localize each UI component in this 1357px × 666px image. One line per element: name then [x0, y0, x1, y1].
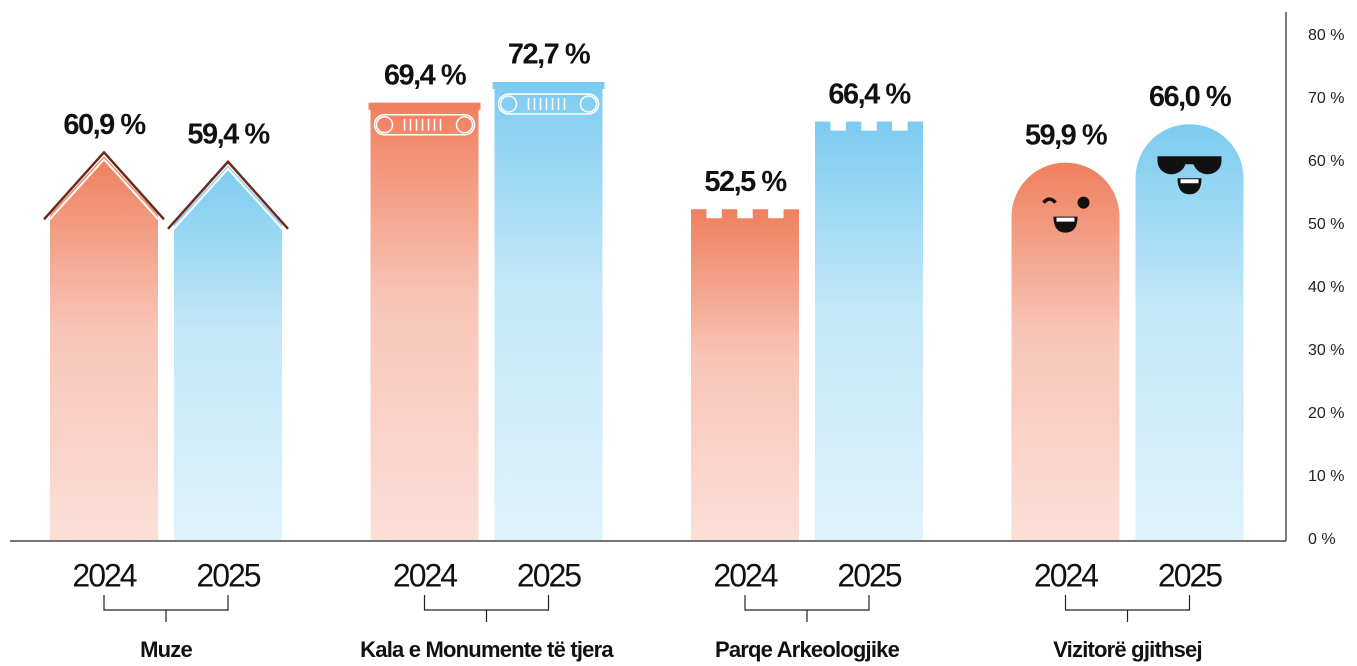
value-label: 59,9 % — [1025, 119, 1108, 151]
year-label: 2024 — [393, 557, 457, 593]
wink — [1042, 197, 1057, 204]
bar — [494, 81, 603, 541]
year-label: 2025 — [517, 557, 581, 593]
bracket — [423, 595, 550, 622]
value-label: 52,5 % — [704, 166, 787, 198]
value-label: 66,0 % — [1149, 81, 1232, 113]
teeth — [1180, 179, 1199, 184]
bracket — [103, 595, 229, 622]
capital-slab — [368, 102, 481, 110]
year-label: 2025 — [196, 557, 260, 593]
roof-outline — [43, 150, 165, 221]
value-label: 59,4 % — [187, 118, 270, 150]
roof-trim — [46, 157, 162, 224]
capital-band — [373, 114, 476, 136]
y-tick-label: 50 % — [1308, 216, 1344, 233]
year-label: 2025 — [1158, 557, 1222, 593]
y-tick-label: 20 % — [1308, 405, 1344, 422]
value-label: 72,7 % — [508, 39, 591, 71]
capital-band — [497, 93, 600, 115]
year-label: 2024 — [72, 557, 136, 593]
bar — [50, 156, 158, 540]
bracket — [744, 595, 870, 622]
y-tick-label: 10 % — [1308, 468, 1344, 485]
year-label: 2024 — [1034, 557, 1098, 593]
category-label: Muze — [140, 637, 192, 662]
y-tick-label: 80 % — [1308, 27, 1344, 44]
y-tick-label: 40 % — [1308, 279, 1344, 296]
volute — [499, 95, 518, 113]
volute — [455, 116, 474, 134]
year-label: 2024 — [713, 557, 777, 593]
y-tick-label: 60 % — [1308, 153, 1344, 170]
bar — [1011, 162, 1120, 540]
roof-outline — [167, 159, 289, 230]
year-label: 2025 — [837, 557, 901, 593]
y-tick-label: 70 % — [1308, 90, 1344, 107]
value-label: 69,4 % — [384, 59, 467, 91]
value-label: 60,9 % — [63, 109, 146, 141]
teeth — [1056, 217, 1075, 222]
category-label: Kala e Monumente të tjera — [360, 637, 614, 662]
bar — [370, 102, 479, 540]
volute — [375, 116, 394, 134]
bar — [174, 165, 282, 540]
roof-trim — [170, 167, 286, 233]
y-tick-label: 0 % — [1308, 531, 1336, 548]
bar — [691, 209, 799, 540]
bracket — [1064, 595, 1191, 622]
bar — [1135, 124, 1244, 540]
value-label: 66,4 % — [828, 78, 911, 110]
y-tick-label: 30 % — [1308, 342, 1344, 359]
category-label: Vizitorë gjithsej — [1053, 637, 1202, 662]
category-label: Parqe Arkeologjike — [715, 637, 900, 662]
sunglasses — [1157, 156, 1222, 175]
bar — [815, 121, 923, 541]
eye — [1077, 196, 1090, 209]
volute — [579, 95, 598, 113]
capital-slab — [492, 81, 605, 89]
